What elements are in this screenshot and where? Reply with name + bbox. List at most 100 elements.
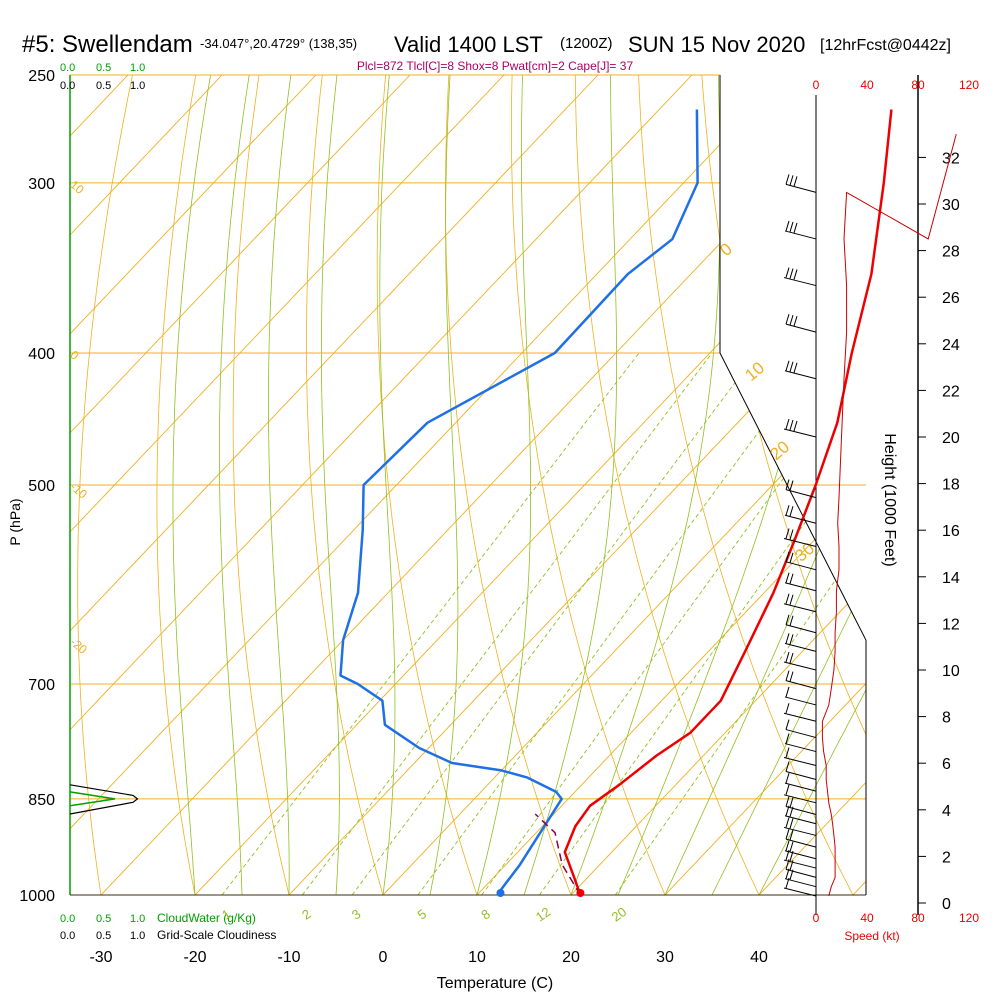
- wind-barb-flag: [789, 594, 794, 605]
- cloudiness-scale-top-2: 1.0: [130, 80, 145, 92]
- moist-adiabat-line: [711, 75, 866, 895]
- wind-barb-flag: [789, 797, 794, 808]
- dry-adiabat-line: [156, 75, 197, 895]
- isotherm-label: -20: [68, 635, 91, 657]
- wind-barb-flag: [793, 269, 798, 280]
- isotherm-line: [852, 75, 866, 895]
- wind-barb-flag: [785, 686, 790, 698]
- wind-barb-flag: [785, 551, 790, 562]
- height-tick-label: 4: [942, 803, 951, 820]
- wind-barb-flag: [789, 529, 794, 540]
- wind-barb-shaft: [784, 514, 817, 524]
- wind-barb-flag: [789, 652, 794, 664]
- wind-barb: [783, 877, 817, 897]
- mixing-ratio-label: 12: [533, 904, 553, 925]
- moist-adiabat-line: [758, 75, 866, 895]
- cloud-scale-bottom-1: 0.5: [96, 913, 111, 925]
- wind-barb-flag: [785, 528, 790, 539]
- moist-adiabat-line: [172, 75, 211, 895]
- wind-barb: [785, 174, 817, 193]
- wind-barb-shaft: [783, 887, 817, 897]
- wind-barb: [785, 551, 817, 571]
- wind-barb-flag: [785, 360, 790, 371]
- mixing-ratio-line: [301, 352, 713, 895]
- x-tick-label: -10: [277, 949, 300, 966]
- forecast-info: [12hrFcst@0442z]: [820, 37, 951, 54]
- wind-barb-flag: [789, 829, 794, 841]
- speed-tick-top-0: 0: [813, 78, 820, 92]
- height-tick-label: 2: [942, 849, 951, 866]
- wind-barb-flag: [785, 670, 790, 681]
- wind-barb-flag: [785, 614, 790, 625]
- dry-adiabat-line: [445, 75, 572, 895]
- wind-barb: [783, 267, 817, 287]
- wind-barb-shaft: [784, 878, 817, 888]
- speed-tick-bottom-120: 120: [959, 911, 979, 925]
- wind-barb: [785, 719, 817, 739]
- height-axis-title: Height (1000 Feet): [881, 433, 898, 566]
- wind-barb-shaft: [784, 743, 817, 753]
- height-tick-label: 8: [942, 710, 951, 727]
- y-tick-label: 250: [28, 68, 55, 85]
- wind-barb-shaft: [783, 603, 817, 613]
- cloudwater-profile: [69, 791, 116, 807]
- wind-barb: [783, 703, 817, 722]
- wind-barb-flag: [789, 634, 794, 645]
- mixing-ratio-line: [351, 352, 758, 895]
- mixing-ratio-label: 2: [299, 906, 314, 922]
- moist-adiabat-line: [218, 75, 250, 895]
- wind-barb: [783, 784, 817, 804]
- mixing-ratio-label: 8: [478, 906, 493, 922]
- wind-speed-profile: [821, 133, 957, 897]
- isotherm-line: [476, 75, 866, 895]
- wind-barb: [783, 651, 817, 671]
- wind-barb-flag: [785, 418, 790, 430]
- height-tick-label: 20: [942, 430, 960, 447]
- wind-barb-flag: [785, 719, 790, 730]
- moist-adiabat-line: [379, 75, 396, 895]
- x-tick-label: -20: [183, 949, 206, 966]
- speed-tick-bottom-0: 0: [813, 911, 820, 925]
- wind-barb-flag: [789, 361, 794, 372]
- mixing-ratio-line: [417, 352, 818, 895]
- dry-adiabat-line: [77, 75, 133, 895]
- cloudiness-scale-top-1: 0.5: [96, 80, 111, 92]
- height-tick-label: 18: [942, 477, 960, 494]
- wind-barb-flag: [793, 222, 798, 234]
- wind-barb-shaft: [784, 815, 817, 825]
- y-tick-label: 850: [28, 792, 55, 809]
- wind-barb-flag: [785, 479, 790, 490]
- height-tick-label: 10: [942, 663, 960, 680]
- wind-barb-shaft: [785, 323, 817, 333]
- height-tick-label: 6: [942, 756, 951, 773]
- mixing-ratio-line: [221, 352, 640, 895]
- isotherm-label: 10: [741, 358, 768, 385]
- x-tick-label: -30: [89, 949, 112, 966]
- height-tick-label: 12: [942, 616, 960, 633]
- wind-barb: [785, 796, 817, 815]
- moist-adiabat-line: [523, 75, 617, 895]
- isotherm-line: [70, 75, 317, 895]
- height-tick-label: 16: [942, 523, 960, 540]
- wind-barb: [785, 479, 817, 499]
- wind-barb-flag: [785, 817, 790, 828]
- dry-adiabat-line: [638, 75, 854, 895]
- wind-barb-shaft: [783, 712, 817, 722]
- wind-barb: [784, 633, 817, 652]
- x-axis-title: Temperature (C): [437, 975, 553, 992]
- wind-barb-flag: [789, 268, 794, 279]
- wind-barb-flag: [789, 818, 794, 829]
- dry-adiabat-line: [511, 75, 666, 895]
- wind-barb: [785, 314, 817, 333]
- wind-barb-flag: [785, 505, 790, 516]
- moist-adiabat-line: [570, 75, 721, 895]
- wind-barb-flag: [785, 651, 790, 663]
- background-grid: [69, 74, 919, 915]
- wind-barb: [784, 505, 817, 524]
- cloudiness-profile: [69, 784, 139, 815]
- cloudiness-scale-bottom-2: 1.0: [130, 930, 145, 942]
- wind-barb: [785, 614, 817, 634]
- isotherm-label: -10: [68, 480, 91, 502]
